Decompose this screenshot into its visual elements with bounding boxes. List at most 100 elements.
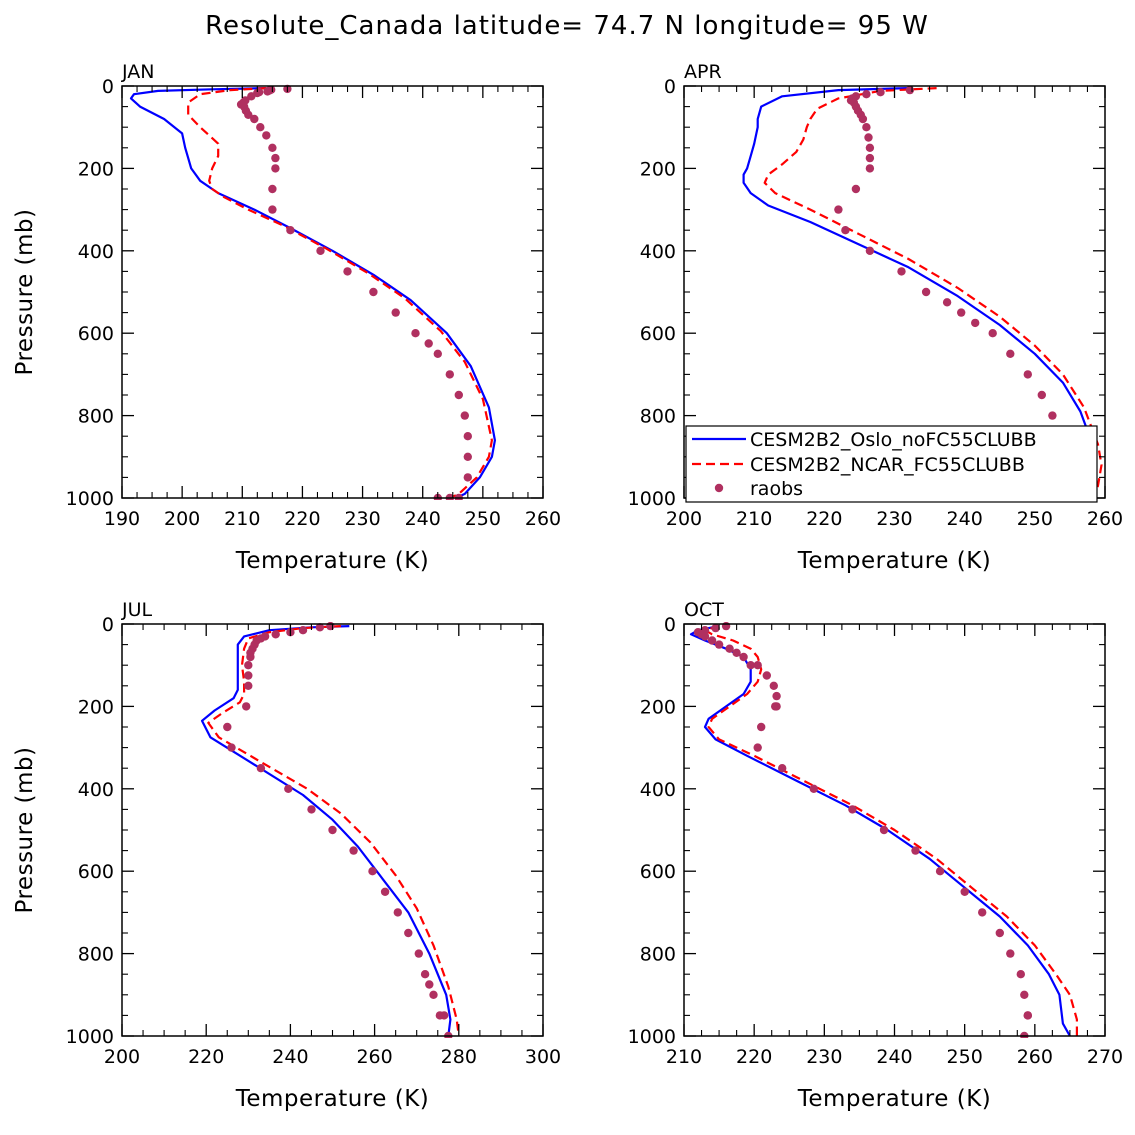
raobs-point [879,825,889,835]
x-axis-title: Temperature (K) [797,548,992,574]
raobs-point [424,339,433,348]
x-tick-label: 240 [405,508,441,530]
x-tick-label: 200 [164,508,200,530]
raobs-point [250,114,259,124]
raobs-point [326,622,335,631]
legend-marker-raobs [714,483,724,493]
raobs-point [256,764,266,773]
x-axis-title: Temperature (K) [235,548,430,574]
y-tick-label: 0 [664,614,676,636]
raobs-point [714,640,724,649]
raobs-point [271,153,280,163]
raobs-point [865,246,875,255]
raobs-point [328,825,337,835]
raobs-point [995,928,1004,938]
y-tick-label: 600 [640,323,676,345]
raobs-point [433,349,442,358]
raobs-point [343,267,352,276]
raobs-point [897,267,906,276]
x-axis-title: Temperature (K) [797,1086,992,1112]
oslo-series-line [129,87,496,500]
y-tick-label: 400 [640,779,676,801]
raobs-point [380,887,390,896]
x-tick-label: 250 [947,1046,983,1068]
y-tick-label: 1000 [628,1026,676,1048]
x-tick-label: 230 [876,508,912,530]
x-tick-label: 250 [1017,508,1053,530]
y-axis-title: Pressure (mb) [12,209,38,376]
y-tick-label: 800 [78,406,114,428]
raobs-point [971,318,980,328]
x-tick-label: 200 [666,508,702,530]
ncar-series-line [763,87,1103,499]
raobs-point [942,298,952,307]
raobs-point [834,205,843,214]
raobs-point [271,630,280,639]
y-axis-title: Pressure (mb) [12,747,38,914]
raobs-point [978,908,987,917]
x-tick-label: 240 [272,1046,308,1068]
x-axis-title: Temperature (K) [235,1086,430,1112]
panel-label: OCT [684,599,724,621]
ncar-series-line [187,87,493,500]
raobs-point [244,110,253,120]
x-tick-label: 210 [224,508,260,530]
raobs-point [439,1011,449,1020]
raobs-point [711,623,720,633]
raobs-point [935,867,945,876]
y-tick-label: 400 [78,779,114,801]
y-tick-label: 200 [640,158,676,180]
x-tick-label: 190 [104,508,140,530]
legend-label-raobs: raobs [750,478,803,500]
oslo-series-line [742,87,1093,499]
raobs-point [404,928,413,938]
plot-area [689,622,1079,1038]
raobs-point [263,87,272,96]
raobs-point [315,623,325,632]
raobs-point [1023,1011,1032,1020]
raobs-point [429,990,438,999]
legend-label-oslo: CESM2B2_Oslo_noFC55CLUBB [750,429,1037,451]
raobs-point [242,702,251,711]
raobs-point [369,287,378,297]
raobs-point [420,970,430,979]
raobs-point [921,287,931,297]
y-tick-label: 1000 [628,488,676,510]
raobs-point [316,246,325,255]
y-tick-label: 1000 [66,488,114,510]
x-tick-label: 280 [441,1046,477,1068]
x-tick-label: 210 [736,508,772,530]
raobs-point [851,184,861,194]
x-tick-label: 220 [736,1046,772,1068]
raobs-point [862,123,871,132]
raobs-point [244,671,253,680]
raobs-point [223,722,232,732]
panel-label: APR [684,61,722,83]
oslo-series-line [200,625,452,1037]
x-tick-label: 260 [1017,1046,1053,1068]
raobs-point [700,632,710,641]
x-tick-label: 260 [356,1046,392,1068]
panel-jul: JUL 200 220 240 260 280 300 0 200 400 600 800 1000 Te… [12,599,561,1112]
raobs-point [862,90,871,99]
raobs-point [739,652,748,662]
y-tick-label: 200 [78,696,114,718]
raobs-point [298,626,308,635]
panel-apr: APR 200 210 220 230 240 250 260 0 200 400 600 800 100… [628,61,1123,574]
y-tick-label: 400 [640,241,676,263]
raobs-point [284,784,293,793]
y-tick-label: 0 [664,76,676,98]
ncar-series-line [703,625,1079,1036]
x-tick-label: 240 [876,1046,912,1068]
x-tick-label: 240 [947,508,983,530]
raobs-point [905,85,915,95]
raobs-point [911,846,920,855]
legend-box [685,425,1098,503]
y-tick-label: 800 [640,406,676,428]
raobs-point [772,691,781,701]
y-tick-label: 200 [640,696,676,718]
raobs-point [393,908,402,917]
raobs-point [1016,970,1025,979]
raobs-point [809,784,818,793]
